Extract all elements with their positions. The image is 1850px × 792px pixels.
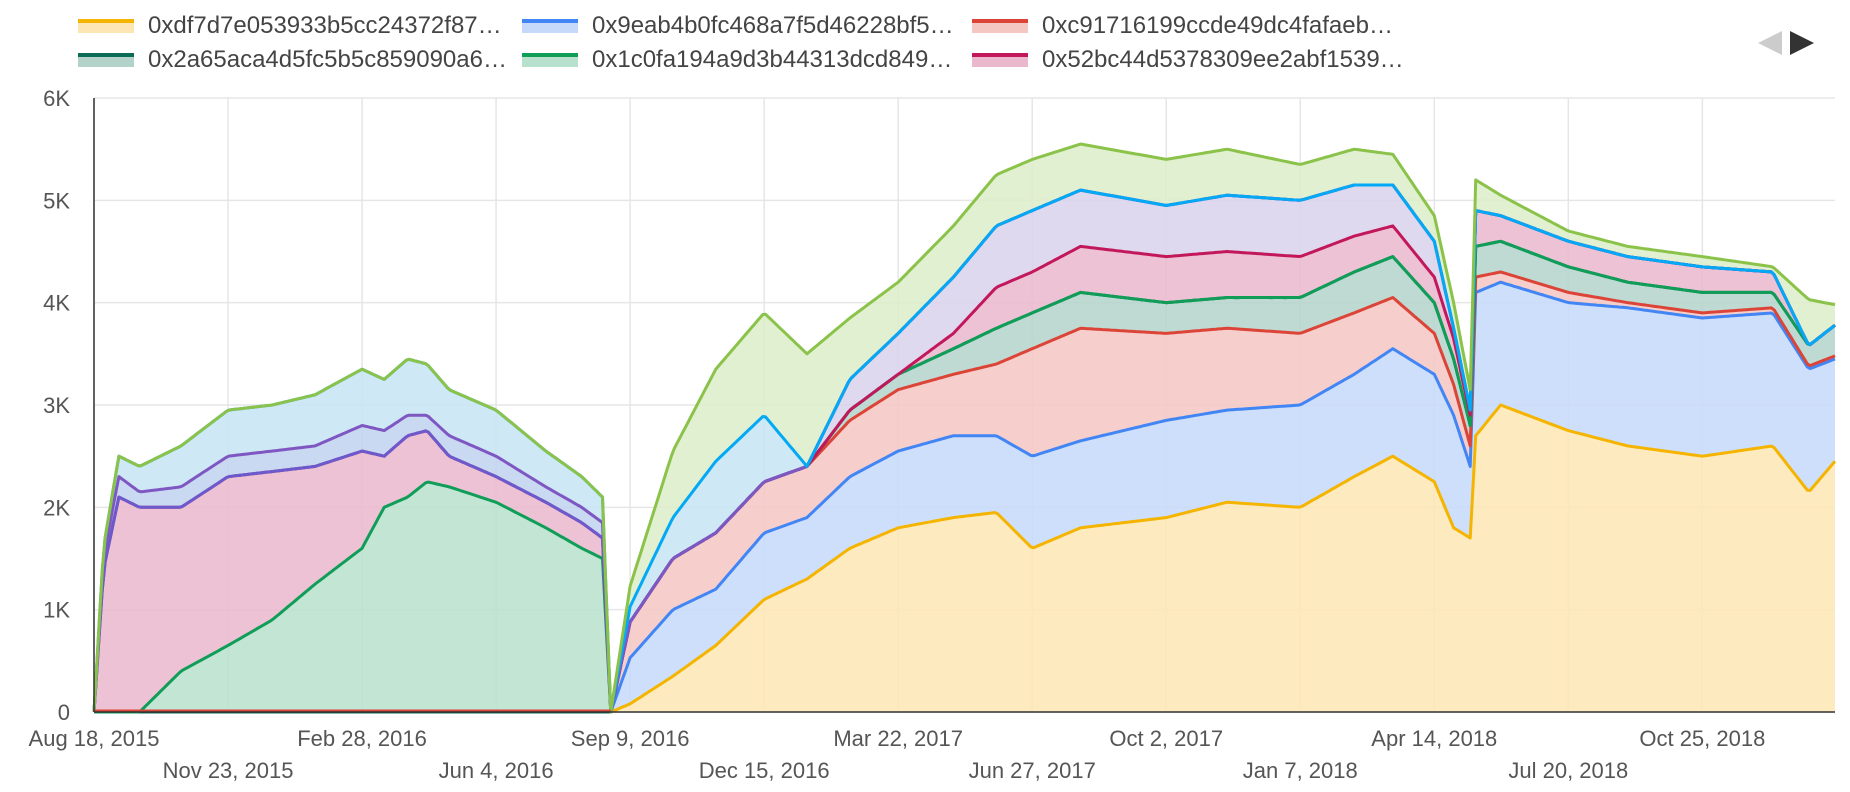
legend-item[interactable]: 0xdf7d7e053933b5cc24372f87… bbox=[78, 9, 502, 43]
legend-item[interactable]: 0x2a65aca4d5fc5b5c859090a6… bbox=[78, 43, 507, 77]
x-tick-label: Oct 25, 2018 bbox=[1639, 726, 1765, 751]
x-tick-label: Jul 20, 2018 bbox=[1508, 758, 1628, 783]
legend-item[interactable]: 0x52bc44d5378309ee2abf1539… bbox=[972, 43, 1404, 77]
series-area bbox=[94, 241, 1835, 713]
swatch-line bbox=[522, 53, 578, 57]
series-area bbox=[94, 144, 1835, 712]
swatch-line bbox=[972, 53, 1028, 57]
y-tick-label: 1K bbox=[43, 598, 70, 623]
swatch-line bbox=[78, 19, 134, 23]
swatch-fill bbox=[78, 57, 134, 67]
y-tick-label: 6K bbox=[43, 86, 70, 111]
legend-swatch bbox=[972, 53, 1028, 67]
swatch-fill bbox=[522, 23, 578, 33]
swatch-fill bbox=[972, 57, 1028, 67]
legend-label: 0xdf7d7e053933b5cc24372f87… bbox=[148, 12, 502, 39]
x-tick-label: Jan 7, 2018 bbox=[1243, 758, 1358, 783]
legend-label: 0xc91716199ccde49dc4fafaeb… bbox=[1042, 12, 1393, 39]
y-tick-label: 5K bbox=[43, 188, 70, 213]
series-area bbox=[94, 185, 1835, 712]
x-tick-label: Dec 15, 2016 bbox=[699, 758, 830, 783]
x-tick-label: Apr 14, 2018 bbox=[1371, 726, 1497, 751]
series-area bbox=[94, 282, 1835, 712]
legend-next-page-icon[interactable] bbox=[1788, 30, 1816, 56]
legend-swatch bbox=[522, 53, 578, 67]
series-area bbox=[94, 241, 1835, 713]
legend-swatch bbox=[972, 19, 1028, 33]
series-area bbox=[94, 405, 1835, 712]
legend-item[interactable]: 0x9eab4b0fc468a7f5d46228bf5… bbox=[522, 9, 954, 43]
y-tick-label: 0 bbox=[58, 700, 70, 725]
legend-label: 0x52bc44d5378309ee2abf1539… bbox=[1042, 46, 1404, 73]
x-tick-label: Sep 9, 2016 bbox=[571, 726, 690, 751]
x-tick-label: Feb 28, 2016 bbox=[297, 726, 427, 751]
legend-swatch bbox=[78, 19, 134, 33]
y-tick-label: 4K bbox=[43, 291, 70, 316]
legend-item[interactable]: 0xc91716199ccde49dc4fafaeb… bbox=[972, 9, 1393, 43]
swatch-fill bbox=[522, 57, 578, 67]
legend-label: 0x1c0fa194a9d3b44313dcd849… bbox=[592, 46, 953, 73]
x-tick-label: Mar 22, 2017 bbox=[833, 726, 963, 751]
x-tick-label: Nov 23, 2015 bbox=[163, 758, 294, 783]
legend-label: 0x9eab4b0fc468a7f5d46228bf5… bbox=[592, 12, 954, 39]
legend-label: 0x2a65aca4d5fc5b5c859090a6… bbox=[148, 46, 507, 73]
series-line bbox=[94, 239, 1836, 714]
swatch-fill bbox=[972, 23, 1028, 33]
legend-swatch bbox=[78, 53, 134, 67]
x-tick-label: Jun 4, 2016 bbox=[439, 758, 554, 783]
swatch-line bbox=[78, 53, 134, 57]
legend-prev-page-icon[interactable] bbox=[1756, 30, 1784, 56]
swatch-line bbox=[522, 19, 578, 23]
x-tick-label: Aug 18, 2015 bbox=[29, 726, 160, 751]
series-line bbox=[92, 142, 1836, 714]
series-area bbox=[94, 210, 1835, 712]
y-tick-label: 3K bbox=[43, 393, 70, 418]
x-tick-label: Oct 2, 2017 bbox=[1109, 726, 1223, 751]
chart-legend: 0xdf7d7e053933b5cc24372f87… 0x9eab4b0fc4… bbox=[0, 0, 1850, 95]
legend-item[interactable]: 0x1c0fa194a9d3b44313dcd849… bbox=[522, 43, 952, 77]
legend-swatch bbox=[522, 19, 578, 33]
swatch-line bbox=[972, 19, 1028, 23]
y-tick-label: 2K bbox=[43, 495, 70, 520]
swatch-fill bbox=[78, 23, 134, 33]
x-tick-label: Jun 27, 2017 bbox=[969, 758, 1096, 783]
